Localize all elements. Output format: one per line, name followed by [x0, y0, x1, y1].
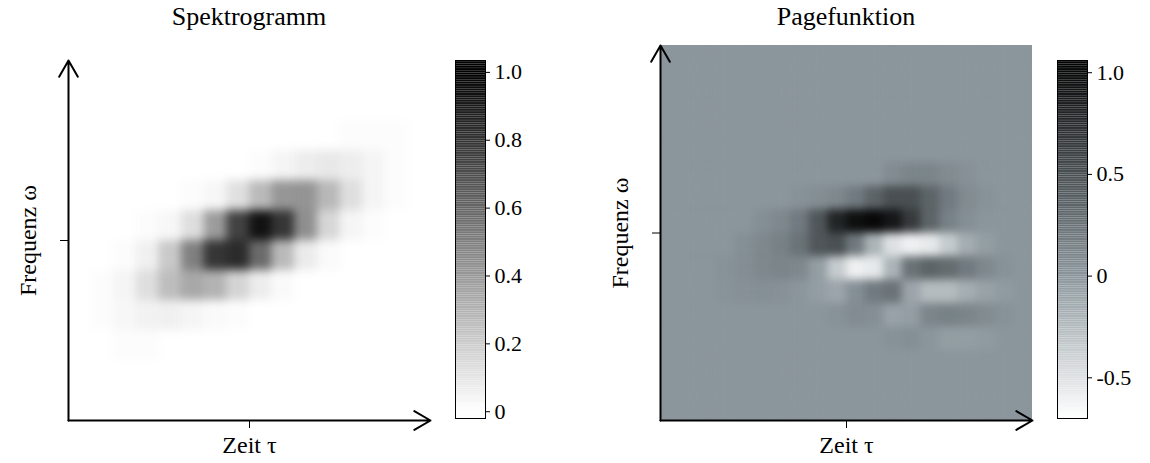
svg-text:Zeit τ: Zeit τ	[222, 432, 277, 458]
html-text:Spektrogramm: Spektrogramm	[171, 2, 327, 31]
svg-text:Frequenz ω: Frequenz ω	[15, 185, 41, 296]
html-text:Pagefunktion: Pagefunktion	[776, 2, 916, 31]
svg-text:0.8: 0.8	[495, 127, 523, 152]
svg-text:-0.5: -0.5	[1097, 365, 1132, 390]
svg-text:Frequenz ω: Frequenz ω	[607, 177, 633, 288]
svg-text:0: 0	[1097, 263, 1108, 288]
svg-text:0.2: 0.2	[495, 331, 523, 356]
svg-text:Zeit τ: Zeit τ	[819, 432, 874, 458]
svg-text:0.6: 0.6	[495, 195, 523, 220]
svg-text:0.4: 0.4	[495, 263, 523, 288]
svg-text:1.0: 1.0	[495, 59, 523, 84]
svg-text:1.0: 1.0	[1097, 60, 1125, 85]
svg-text:0: 0	[495, 399, 506, 424]
svg-text:0.5: 0.5	[1097, 161, 1125, 186]
